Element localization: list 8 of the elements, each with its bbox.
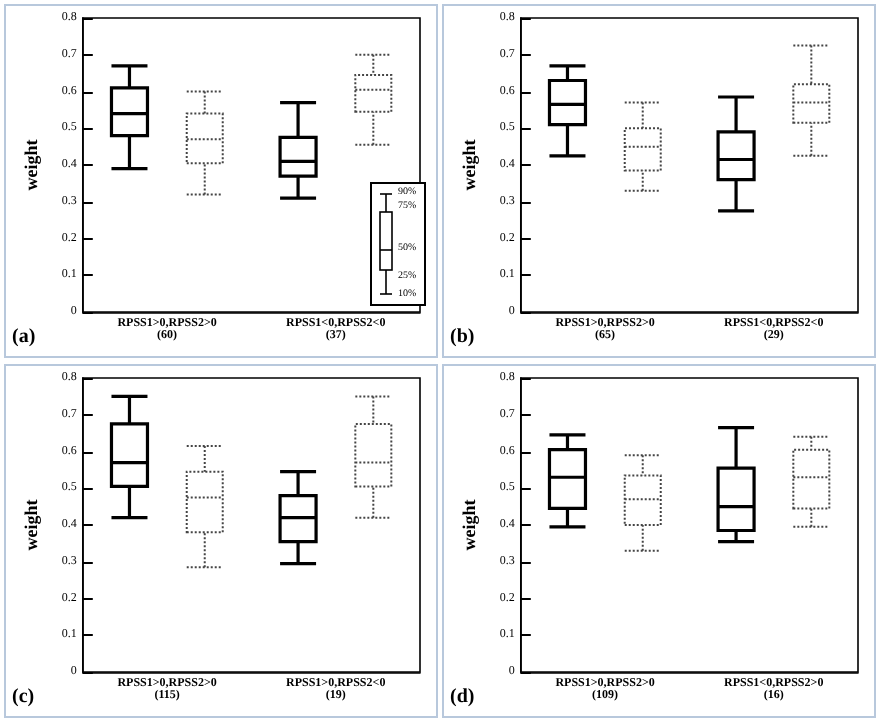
y-axis-title: weight bbox=[21, 499, 41, 551]
text: (b) bbox=[450, 326, 475, 348]
text: (d) bbox=[450, 686, 475, 708]
y-axis-title: weight bbox=[459, 139, 479, 191]
text: (c) bbox=[12, 686, 35, 708]
y-axis-title: weight bbox=[21, 139, 41, 191]
y-axis-title: weight bbox=[459, 499, 479, 551]
text: (a) bbox=[12, 326, 36, 348]
